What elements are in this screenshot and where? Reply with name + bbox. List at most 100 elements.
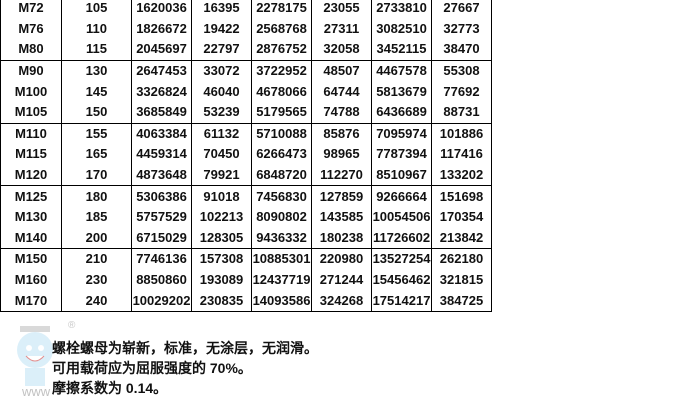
- table-cell: 14093586: [251, 290, 312, 312]
- table-cell: M105: [0, 101, 62, 124]
- table-cell: 9266664: [371, 185, 432, 207]
- table-cell: 7095974: [371, 122, 432, 145]
- table-cell: M76: [0, 18, 62, 40]
- table-cell: 46040: [191, 81, 252, 102]
- table-cell: 170: [61, 164, 132, 186]
- table-cell: 8850860: [131, 269, 192, 291]
- table-cell: 321815: [431, 269, 492, 291]
- table-cell: 180: [61, 185, 132, 207]
- table-cell: 10054506: [371, 206, 432, 228]
- table-cell: 10885301: [251, 248, 312, 270]
- table-cell: 3685849: [131, 101, 192, 124]
- table-cell: 115: [61, 39, 132, 61]
- table-cell: 77692: [431, 81, 492, 102]
- table-cell: 17514217: [371, 290, 432, 312]
- table-cell: 22797: [191, 39, 252, 61]
- table-cell: M115: [0, 144, 62, 165]
- watermark-mascot-icon: ®: [10, 320, 75, 395]
- table-row: M170 240 10029202 230835 14093586 324268 17514…: [0, 290, 492, 312]
- table-cell: M125: [0, 185, 62, 207]
- table-cell: 230: [61, 269, 132, 291]
- table-row: M90 130 2647453 33072 3722952 48507 4467578 553…: [0, 59, 492, 82]
- note-line: 摩擦系数为 0.14。: [52, 380, 168, 396]
- table-cell: 105: [61, 0, 132, 19]
- table-cell: 384725: [431, 290, 492, 312]
- table-row: M125 180 5306386 91018 7456830 127859 9266664 1…: [0, 185, 492, 207]
- table-cell: 5757529: [131, 206, 192, 228]
- table-cell: 200: [61, 227, 132, 249]
- table-cell: M110: [0, 122, 62, 145]
- table-cell: M130: [0, 206, 62, 228]
- table-cell: 133202: [431, 164, 492, 186]
- table-cell: 6436689: [371, 101, 432, 124]
- table-cell: 98965: [311, 144, 372, 165]
- table-cell: 48507: [311, 59, 372, 82]
- table-cell: M120: [0, 164, 62, 186]
- table-row: M110 155 4063384 61132 5710088 85876 7095974 10…: [0, 122, 492, 145]
- table-row: M130 185 5757529 102213 8090802 143585 1005450…: [0, 206, 492, 228]
- table-cell: M150: [0, 248, 62, 270]
- table-cell: 4063384: [131, 122, 192, 145]
- table-row: M160 230 8850860 193089 12437719 271244 154564…: [0, 269, 492, 291]
- table-cell: 9436332: [251, 227, 312, 249]
- table-cell: 12437719: [251, 269, 312, 291]
- table-cell: 4873648: [131, 164, 192, 186]
- table-cell: 230835: [191, 290, 252, 312]
- table-cell: 102213: [191, 206, 252, 228]
- watermark-text: www: [22, 384, 51, 399]
- table-cell: 64744: [311, 81, 372, 102]
- table-cell: 61132: [191, 122, 252, 145]
- table-cell: 6715029: [131, 227, 192, 249]
- table-cell: 15456462: [371, 269, 432, 291]
- table-cell: 7456830: [251, 185, 312, 207]
- table-cell: 5813679: [371, 81, 432, 102]
- table-cell: 3082510: [371, 18, 432, 40]
- table-cell: 8510967: [371, 164, 432, 186]
- table-cell: 32773: [431, 18, 492, 40]
- table-cell: 8090802: [251, 206, 312, 228]
- table-cell: 74788: [311, 101, 372, 124]
- table-cell: 2733810: [371, 0, 432, 19]
- table-cell: 143585: [311, 206, 372, 228]
- table-cell: 1826672: [131, 18, 192, 40]
- table-cell: M170: [0, 290, 62, 312]
- table-cell: 324268: [311, 290, 372, 312]
- table-cell: 91018: [191, 185, 252, 207]
- table-cell: M160: [0, 269, 62, 291]
- table-cell: 5306386: [131, 185, 192, 207]
- table-cell: 85876: [311, 122, 372, 145]
- table-cell: 112270: [311, 164, 372, 186]
- table-cell: M80: [0, 39, 62, 61]
- table-cell: M140: [0, 227, 62, 249]
- table-row: M80 115 2045697 22797 2876752 32058 3452115 384…: [0, 39, 492, 61]
- table-cell: 4678066: [251, 81, 312, 102]
- table-cell: 5710088: [251, 122, 312, 145]
- table-cell: 6848720: [251, 164, 312, 186]
- table-cell: 240: [61, 290, 132, 312]
- note-line: 可用载荷应为屈服强度的 70%。: [52, 360, 252, 376]
- table-cell: 55308: [431, 59, 492, 82]
- table-cell: 165: [61, 144, 132, 165]
- table-cell: 2278175: [251, 0, 312, 19]
- table-cell: 4467578: [371, 59, 432, 82]
- table-cell: M90: [0, 59, 62, 82]
- table-cell: 155: [61, 122, 132, 145]
- table-cell: 32058: [311, 39, 372, 61]
- table-cell: 2045697: [131, 39, 192, 61]
- table-cell: 157308: [191, 248, 252, 270]
- table-cell: 88731: [431, 101, 492, 124]
- table-cell: M72: [0, 0, 62, 19]
- table-cell: 1620036: [131, 0, 192, 19]
- table-cell: 2876752: [251, 39, 312, 61]
- table-cell: 13527254: [371, 248, 432, 270]
- table-cell: 180238: [311, 227, 372, 249]
- table-cell: 117416: [431, 144, 492, 165]
- table-cell: 6266473: [251, 144, 312, 165]
- table-cell: 5179565: [251, 101, 312, 124]
- table-cell: 11726602: [371, 227, 432, 249]
- table-cell: 3326824: [131, 81, 192, 102]
- table-cell: 101886: [431, 122, 492, 145]
- table-cell: 128305: [191, 227, 252, 249]
- table-cell: 3452115: [371, 39, 432, 61]
- table-cell: 70450: [191, 144, 252, 165]
